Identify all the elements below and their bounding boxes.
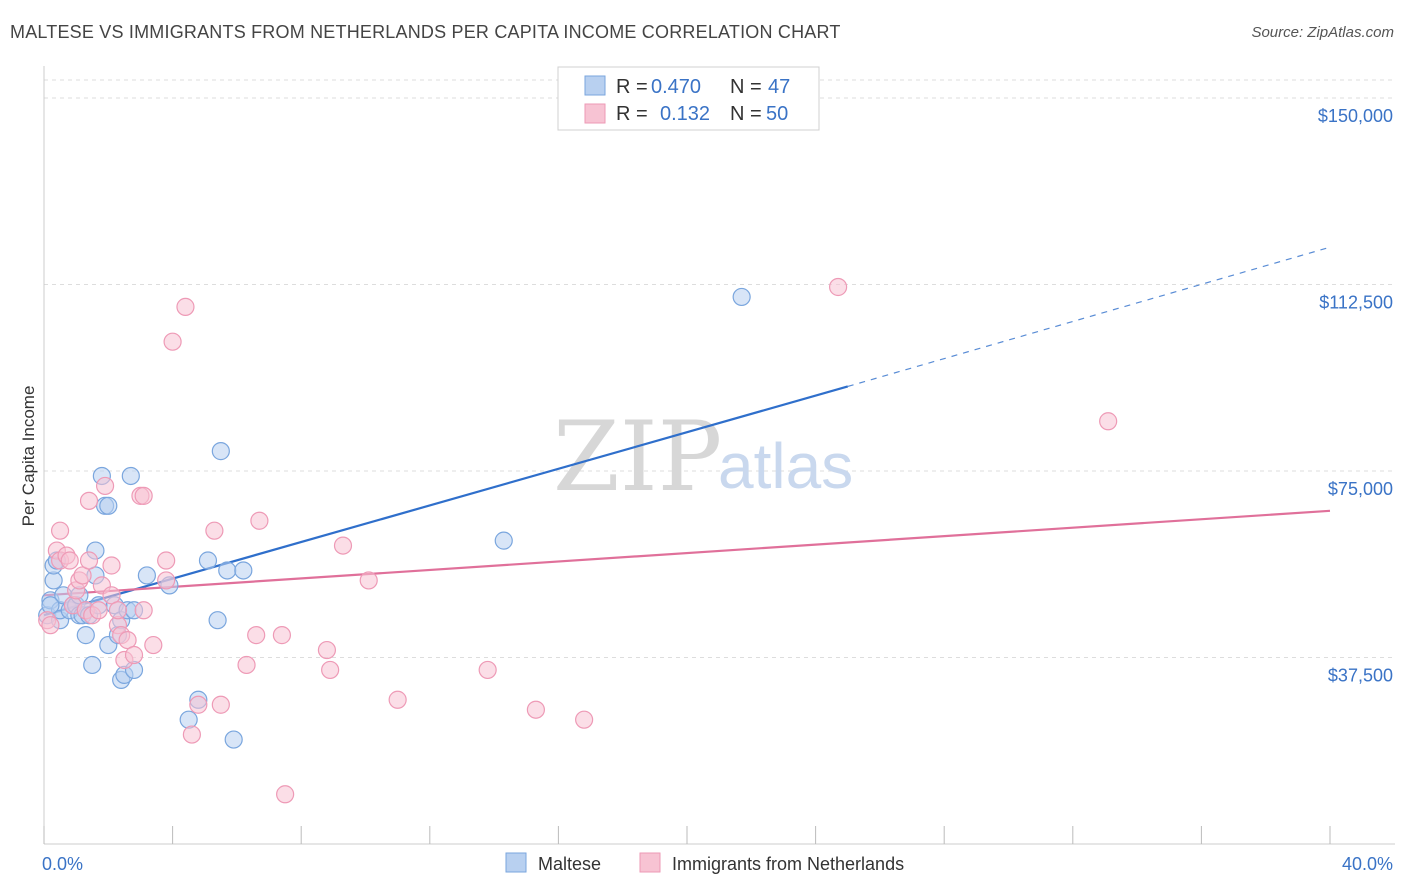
maltese-point (83, 655, 102, 675)
netherlands-point (124, 645, 144, 665)
legend-r-label-1: R = (616, 76, 648, 98)
netherlands-point (176, 297, 195, 316)
trend-lines (43, 246, 1331, 617)
legend-n-value-2: 50 (766, 103, 788, 125)
netherlands-point (102, 556, 121, 575)
netherlands-point (182, 725, 201, 744)
netherlands-point (79, 551, 99, 570)
maltese-point (198, 551, 218, 570)
bottom-legend-label-maltese: Maltese (538, 854, 601, 874)
legend-n-label-2: N = (730, 103, 762, 125)
data-points (38, 277, 1118, 804)
y-tick-label: $112,500 (1319, 293, 1393, 313)
maltese-point (218, 561, 237, 580)
netherlands-point (276, 785, 295, 804)
netherlands-point (144, 635, 163, 655)
netherlands-point (272, 626, 292, 645)
netherlands-point (317, 640, 337, 660)
legend-r-value-1: 0.470 (651, 76, 701, 98)
netherlands-point (250, 511, 269, 530)
netherlands-point (478, 660, 497, 680)
maltese-trend-extension (847, 246, 1331, 388)
netherlands-point (388, 690, 407, 709)
maltese-point (234, 561, 253, 580)
axes (43, 66, 1395, 845)
netherlands-point (95, 476, 115, 496)
netherlands-point (1099, 412, 1118, 431)
maltese-point (224, 730, 243, 749)
netherlands-point (333, 536, 353, 555)
maltese-point (99, 496, 118, 515)
watermark-zip: ZIP (553, 401, 722, 513)
maltese-point (494, 531, 513, 550)
netherlands-point (575, 710, 594, 729)
legend-n-label-1: N = (730, 76, 762, 98)
legend-n-value-1: 47 (768, 76, 790, 98)
netherlands-point (247, 626, 266, 645)
bottom-legend-swatch-netherlands (639, 852, 661, 873)
netherlands-point (205, 521, 224, 540)
top-legend: R = 0.470 N = 47 R = 0.132 N = 50 (557, 66, 820, 131)
maltese-point (76, 626, 95, 645)
y-tick-label: $37,500 (1328, 666, 1393, 686)
netherlands-point (157, 551, 176, 570)
bottom-legend: Maltese Immigrants from Netherlands (505, 852, 904, 874)
netherlands-point (108, 601, 128, 620)
bottom-legend-swatch-maltese (505, 852, 527, 873)
maltese-point (732, 287, 751, 307)
maltese-point (179, 710, 198, 729)
maltese-point (137, 566, 156, 585)
maltese-point (41, 596, 60, 615)
netherlands-point (79, 491, 99, 510)
maltese-point (211, 442, 230, 461)
maltese-point (121, 466, 140, 486)
y-tick-label: $75,000 (1328, 479, 1393, 499)
netherlands-point (237, 655, 256, 675)
legend-swatch-maltese (584, 75, 606, 96)
netherlands-point (41, 616, 60, 635)
watermark-atlas: atlas (718, 430, 853, 502)
netherlands-point (211, 695, 230, 714)
netherlands-point (321, 660, 340, 680)
x-tick-label-max: 40.0% (1342, 854, 1393, 874)
netherlands-point (163, 332, 182, 351)
netherlands-point (189, 695, 208, 714)
netherlands-point (829, 277, 848, 297)
netherlands-trend-line (43, 509, 1331, 597)
netherlands-point (89, 601, 108, 620)
y-axis-label: Per Capita Income (19, 386, 38, 527)
maltese-point (208, 611, 227, 630)
chart-title: MALTESE VS IMMIGRANTS FROM NETHERLANDS P… (10, 22, 841, 42)
watermark: ZIP atlas (553, 401, 853, 513)
source-label: Source: ZipAtlas.com (1251, 24, 1394, 41)
netherlands-point (134, 486, 153, 505)
maltese-trend-line (43, 385, 849, 617)
netherlands-point (526, 700, 545, 719)
netherlands-point (50, 521, 70, 540)
netherlands-point (60, 551, 79, 570)
bottom-legend-label-netherlands: Immigrants from Netherlands (672, 854, 904, 874)
legend-r-label-2: R = (616, 103, 648, 125)
netherlands-point (134, 601, 153, 620)
y-tick-label: $150,000 (1318, 106, 1393, 126)
legend-swatch-netherlands (584, 103, 606, 124)
x-tick-label-min: 0.0% (42, 854, 83, 874)
netherlands-point (359, 571, 378, 590)
tick-labels: $37,500 $75,000 $112,500 $150,000 0.0% 40.0% (42, 106, 1393, 874)
legend-r-value-2: 0.132 (660, 103, 710, 125)
netherlands-point (157, 571, 176, 590)
